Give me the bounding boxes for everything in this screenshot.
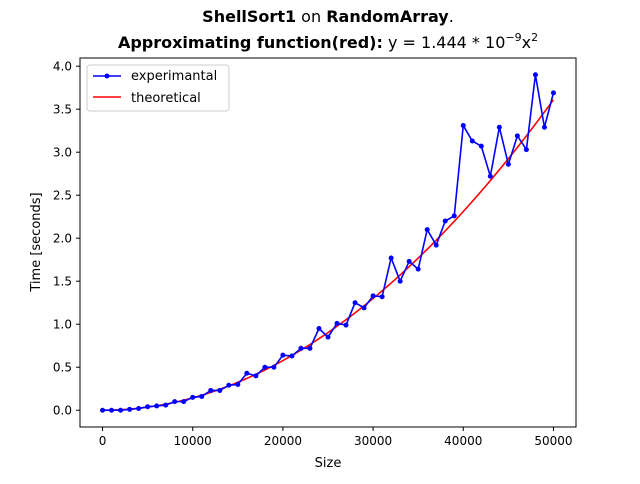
experimental-point (316, 326, 322, 332)
experimental-point (370, 293, 376, 299)
experimental-point (127, 406, 133, 412)
experimental-point (505, 161, 511, 167)
y-tick-label: 0.0 (53, 404, 72, 418)
y-tick-label: 1.0 (53, 318, 72, 332)
title-formula-mid: x (522, 33, 531, 52)
experimental-point (109, 407, 115, 413)
experimental-point (244, 370, 250, 376)
plot-area-frame (79, 57, 577, 428)
title-input: RandomArray (326, 7, 449, 26)
y-tick-label: 2.5 (53, 189, 72, 203)
x-tick-label: 30000 (354, 434, 392, 448)
series-experimental (100, 72, 556, 413)
experimental-point (397, 278, 403, 284)
experimental-point (451, 213, 457, 219)
experimental-point (118, 407, 124, 413)
experimental-point (298, 345, 304, 351)
experimental-point (424, 227, 430, 233)
legend-label-experimental: experimantal (131, 69, 217, 84)
legend-marker-experimental (104, 73, 110, 79)
y-tick-label: 3.5 (53, 103, 72, 117)
experimental-point (235, 381, 241, 387)
experimental-point (487, 173, 493, 179)
title-end: . (449, 7, 454, 26)
experimental-point (262, 364, 268, 370)
title-exp2: 2 (531, 31, 538, 44)
y-axis-ticks: 0.0 0.5 1.0 1.5 2.0 2.5 3.0 3.5 4.0 (53, 60, 80, 418)
experimental-point (469, 138, 475, 144)
experimental-point (325, 334, 331, 340)
y-tick-label: 2.0 (53, 232, 72, 246)
y-axis-label: Time [seconds] (29, 192, 44, 292)
experimental-point (379, 294, 385, 300)
experimental-line (102, 74, 555, 412)
x-tick-label: 50000 (534, 434, 572, 448)
chart-title-line1: ShellSort1 on RandomArray. (202, 7, 454, 26)
experimental-point (163, 402, 169, 408)
experimental-point (406, 258, 412, 264)
x-tick-label: 0 (99, 434, 107, 448)
legend-box (86, 64, 230, 112)
series-theoretical (102, 99, 555, 412)
experimental-point (181, 399, 187, 405)
experimental-point (532, 72, 538, 78)
experimental-point (334, 320, 340, 326)
experimental-point (280, 352, 286, 358)
experimental-point (271, 364, 277, 370)
title-on: on (296, 7, 326, 26)
experimental-point (415, 266, 421, 272)
x-tick-label: 10000 (174, 434, 212, 448)
experimental-point (361, 305, 367, 311)
experimental-point (478, 143, 484, 149)
experimental-point (289, 353, 295, 359)
experimental-point (307, 345, 313, 351)
legend: experimantal theoretical (86, 64, 230, 112)
chart-title-line2: Approximating function(red): y = 1.444 *… (118, 31, 538, 52)
x-tick-label: 40000 (444, 434, 482, 448)
experimental-point (154, 403, 160, 409)
experimental-point (460, 123, 466, 129)
title-approx-label: Approximating function(red) (118, 33, 377, 52)
experimental-point (145, 404, 151, 410)
experimental-point (217, 387, 223, 393)
title-formula-pre: y = 1.444 * 10 (383, 33, 505, 52)
legend-label-theoretical: theoretical (131, 91, 201, 106)
experimental-point (199, 393, 205, 399)
experimental-point (388, 255, 394, 261)
experimental-point (100, 407, 106, 413)
experimental-point (523, 147, 529, 153)
experimental-point (343, 322, 349, 328)
y-tick-label: 1.5 (53, 275, 72, 289)
theoretical-curve (102, 99, 555, 412)
title-algo: ShellSort1 (202, 7, 296, 26)
y-tick-label: 3.0 (53, 146, 72, 160)
experimental-point (172, 399, 178, 405)
title-exp1: −9 (505, 31, 521, 44)
experimental-point (226, 382, 232, 388)
x-tick-label: 20000 (264, 434, 302, 448)
experimental-point (352, 300, 358, 306)
experimental-point (442, 218, 448, 224)
experimental-point (541, 124, 547, 130)
experimental-point (208, 387, 214, 393)
y-tick-label: 4.0 (53, 60, 72, 74)
x-axis-label: Size (315, 456, 342, 471)
experimental-point (496, 124, 502, 130)
experimental-point (433, 242, 439, 248)
experimental-point (550, 90, 556, 96)
experimental-point (514, 133, 520, 139)
x-axis-ticks: 0 10000 20000 30000 40000 50000 (99, 427, 573, 448)
title-colon: : (377, 33, 383, 52)
y-tick-label: 0.5 (53, 361, 72, 375)
experimental-point (136, 406, 142, 412)
experimental-point (190, 394, 196, 400)
experimental-point (253, 373, 259, 379)
